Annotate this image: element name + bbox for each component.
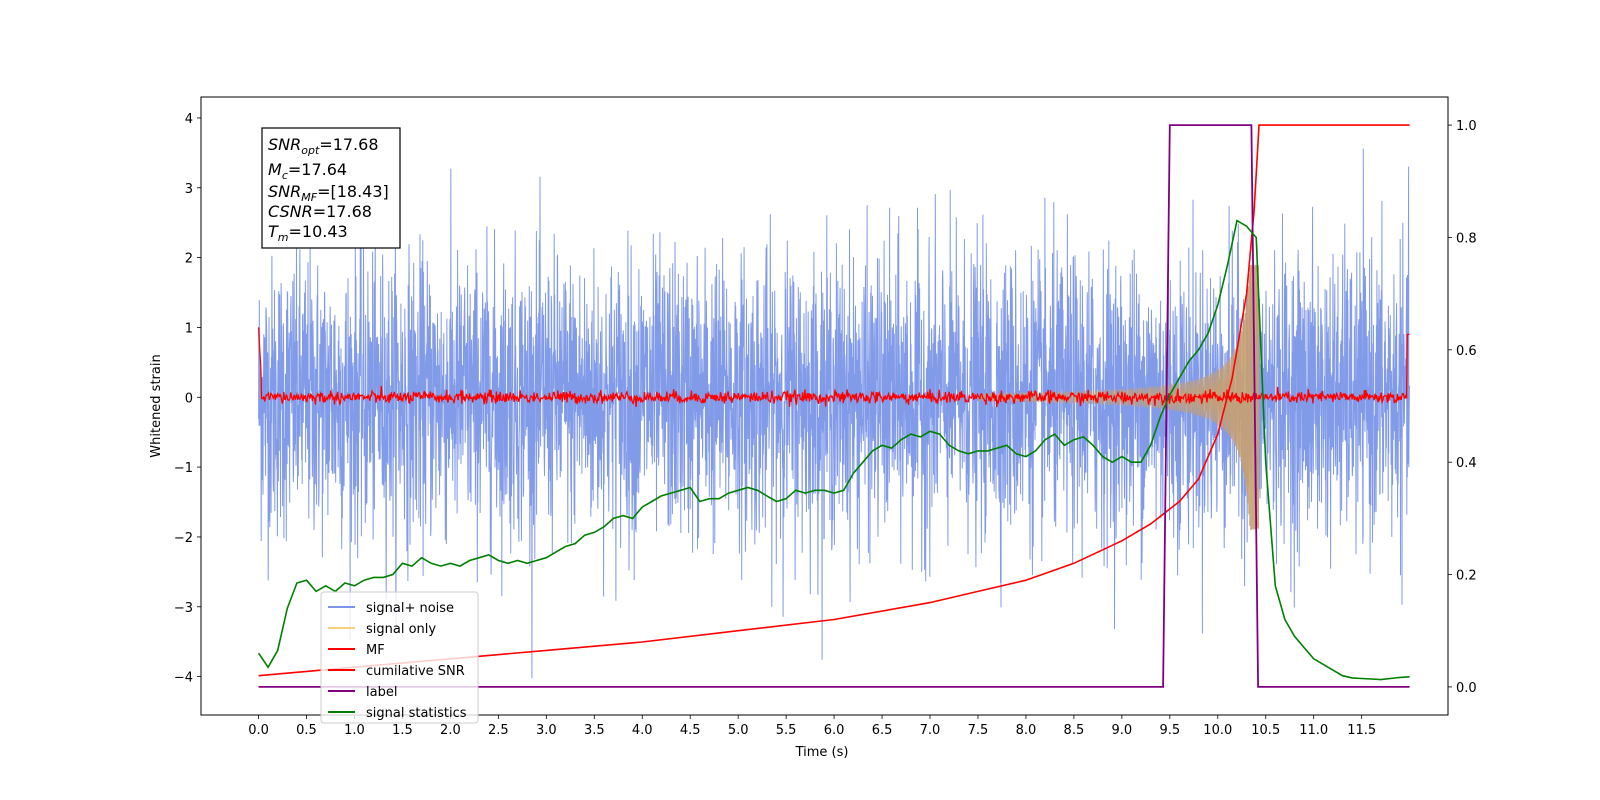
x-tick-label: 8.0 [1016,723,1037,738]
legend-label: MF [366,643,385,658]
x-tick-label: 2.0 [440,723,461,738]
info-csnr: CSNR=17.68 [268,202,372,221]
x-tick-label: 10.5 [1251,723,1280,738]
legend-entries: signal+ noise signal only MF cumilative SNR… [328,601,467,721]
series-label [258,124,1410,688]
y-tick-label: −4 [174,671,193,686]
y-tick-label: 1 [185,321,193,336]
x-tick-label: 3.0 [536,723,557,738]
x-tick-label: 5.5 [776,723,797,738]
y2-tick-label: 0.2 [1456,569,1477,584]
x-tick-label: 0.5 [296,723,317,738]
legend-frame [320,591,479,724]
y-tick-label: 0 [185,391,193,406]
y-tick-label: 3 [185,182,193,197]
x-tick-label: 5.0 [728,723,749,738]
x-axis: 0.0 0.5 1.0 1.5 2.0 2.5 3.0 3.5 4.0 4.5 5.0 5.5 6.0 6… [248,715,1376,738]
info-box-frame [261,127,401,249]
x-tick-label: 6.5 [872,723,893,738]
legend-label: signal statistics [366,706,467,721]
y-tick-label: −3 [174,601,193,616]
info-mc: Mc=17.64 [268,160,347,182]
x-tick-label: 7.0 [920,723,941,738]
x-tick-label: 1.0 [344,723,365,738]
legend-label: label [366,685,397,700]
series-mf [257,327,1410,408]
x-tick-label: 3.5 [584,723,605,738]
x-tick-label: 7.5 [968,723,989,738]
x-tick-label: 4.0 [632,723,653,738]
info-snr-mf: SNRMF=[18.43] [268,182,389,204]
y-tick-label: −1 [174,461,193,476]
y2-tick-label: 0.8 [1456,231,1477,246]
info-snr-opt: SNRopt=17.68 [268,135,379,157]
series-layer [257,124,1411,688]
y2-tick-label: 0.6 [1456,344,1477,359]
y-tick-label: 2 [185,252,193,267]
x-tick-label: 8.5 [1064,723,1085,738]
y-tick-label: −2 [174,531,193,546]
legend: signal+ noise signal only MF cumilative SNR… [320,591,479,724]
info-box: SNRopt=17.68 Mc=17.64 SNRMF=[18.43] CSNR… [261,127,401,249]
y-axis-right: 1.0 0.8 0.6 0.4 0.2 0.0 [1448,119,1477,696]
series-signal-statistics [257,219,1410,681]
x-tick-label: 2.5 [488,723,509,738]
x-tick-label: 6.0 [824,723,845,738]
x-axis-label: Time (s) [795,745,849,760]
x-tick-label: 11.0 [1299,723,1328,738]
plot-frame [200,96,1449,716]
y2-tick-label: 0.0 [1456,681,1477,696]
x-tick-label: 0.0 [248,723,269,738]
y-axis-left: 4 3 2 1 0 −1 −2 −3 −4 [174,112,201,686]
y2-tick-label: 1.0 [1456,119,1477,134]
x-tick-label: 9.5 [1159,723,1180,738]
y-axis-label: Whitened strain [149,354,164,457]
legend-label: signal only [366,622,436,637]
x-tick-label: 1.5 [392,723,413,738]
legend-label: signal+ noise [366,601,454,616]
x-tick-label: 10.0 [1203,723,1232,738]
legend-label: cumilative SNR [366,664,465,679]
x-tick-label: 11.5 [1347,723,1376,738]
info-tm: Tm=10.43 [268,222,348,244]
y2-tick-label: 0.4 [1456,456,1477,471]
series-cumilative-snr [258,124,1410,677]
y-tick-label: 4 [185,112,193,127]
x-tick-label: 9.0 [1112,723,1133,738]
x-tick-label: 4.5 [680,723,701,738]
